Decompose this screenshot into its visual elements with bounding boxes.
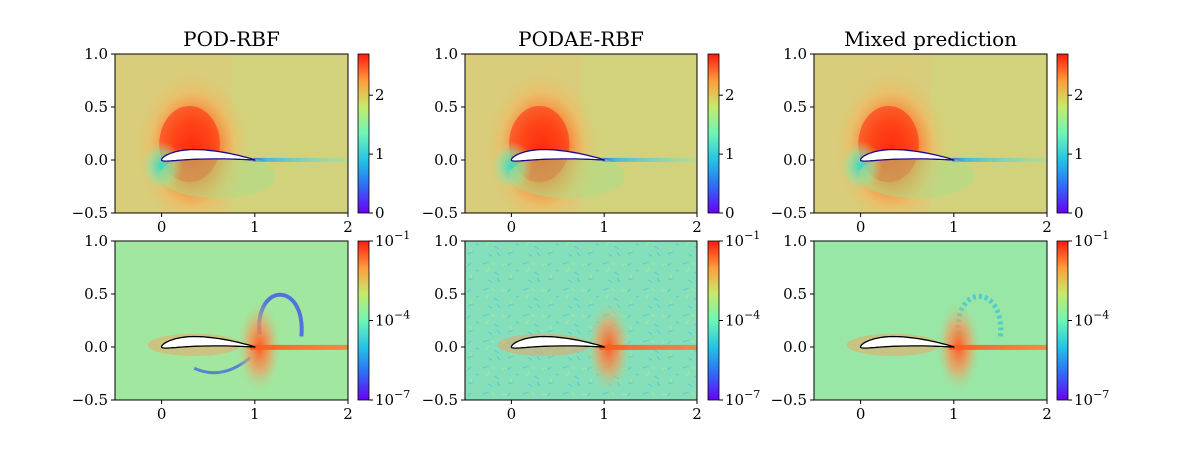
y-tick-label: −0.5 bbox=[72, 391, 108, 409]
x-tick-label: 0 bbox=[856, 218, 866, 236]
colorbar-tick-label: 0 bbox=[1074, 204, 1084, 222]
colorbar-tick-label: 1 bbox=[725, 145, 735, 163]
y-tick-label: 0.0 bbox=[84, 338, 108, 356]
x-tick-label: 0 bbox=[507, 218, 517, 236]
x-tick-label: 2 bbox=[343, 218, 353, 236]
colorbar bbox=[357, 240, 370, 401]
panel-title: Mixed prediction bbox=[844, 27, 1017, 51]
colorbar-tick-label: 10−7 bbox=[1074, 388, 1109, 409]
y-tick-label: 1.0 bbox=[84, 232, 108, 250]
axes-frame bbox=[114, 53, 349, 214]
panel-3: Mixed prediction 0 1 2 1.0 0.5 0.0 −0.5 0 1 2 bbox=[771, 27, 1084, 236]
y-tick-label: 0.0 bbox=[434, 338, 458, 356]
field-image bbox=[814, 54, 1047, 213]
x-tick-label: 0 bbox=[856, 405, 866, 423]
y-tick-label: 1.0 bbox=[783, 232, 807, 250]
colorbar bbox=[1056, 53, 1069, 214]
x-tick-label: 2 bbox=[343, 405, 353, 423]
colorbar-tick-label: 2 bbox=[375, 86, 385, 104]
axes-frame bbox=[114, 240, 349, 401]
x-tick-label: 1 bbox=[949, 405, 959, 423]
airfoil-shape bbox=[510, 335, 605, 349]
axes-frame bbox=[813, 53, 1048, 214]
colorbar-tick-label: 10−4 bbox=[725, 309, 760, 330]
panel-6: 0 1 2 1.0 0.5 0.0 −0.5 10−1 10−4 10−7 bbox=[771, 229, 1110, 423]
x-tick-label: 2 bbox=[692, 405, 702, 423]
y-tick-label: 1.0 bbox=[783, 45, 807, 63]
x-tick-label: 1 bbox=[599, 218, 609, 236]
colorbar-tick-label: 1 bbox=[1074, 145, 1084, 163]
x-tick-label: 0 bbox=[507, 405, 517, 423]
x-tick-label: 0 bbox=[157, 218, 167, 236]
x-tick-label: 2 bbox=[1042, 218, 1052, 236]
colorbar-tick-label: 2 bbox=[1074, 86, 1084, 104]
x-tick-label: 1 bbox=[250, 405, 260, 423]
colorbar-tick-label: 10−1 bbox=[725, 229, 760, 250]
panel-1: POD-RBF 0 1 2 1.0 0.5 0.0 −0.5 0 1 2 bbox=[72, 27, 385, 236]
colorbar-tick-label: 10−1 bbox=[1074, 229, 1109, 250]
y-tick-label: −0.5 bbox=[72, 204, 108, 222]
y-tick-label: −0.5 bbox=[422, 204, 458, 222]
colorbar bbox=[1056, 240, 1069, 401]
airfoil-shape bbox=[859, 335, 955, 349]
panel-title: PODAE-RBF bbox=[518, 27, 644, 51]
x-tick-label: 1 bbox=[599, 405, 609, 423]
colorbar-tick-label: 10−4 bbox=[375, 309, 410, 330]
y-tick-label: 1.0 bbox=[434, 232, 458, 250]
x-tick-label: 1 bbox=[949, 218, 959, 236]
field-image bbox=[814, 241, 1047, 400]
y-tick-label: −0.5 bbox=[422, 391, 458, 409]
axes-frame bbox=[813, 240, 1048, 401]
axes-frame bbox=[464, 53, 698, 214]
airfoil-shape bbox=[510, 148, 605, 162]
y-tick-label: −0.5 bbox=[771, 391, 807, 409]
x-tick-label: 0 bbox=[157, 405, 167, 423]
y-tick-label: 0.5 bbox=[84, 98, 108, 116]
colorbar-tick-label: 0 bbox=[725, 204, 735, 222]
airfoil-shape bbox=[160, 148, 256, 162]
y-tick-label: 0.5 bbox=[434, 285, 458, 303]
airfoil-shape bbox=[160, 335, 256, 349]
panel-2: PODAE-RBF 0 1 2 1.0 0.5 0.0 −0.5 0 1 2 bbox=[422, 27, 735, 236]
y-tick-label: 1.0 bbox=[434, 45, 458, 63]
colorbar-tick-label: 10−4 bbox=[1074, 309, 1109, 330]
colorbar-tick-label: 2 bbox=[725, 86, 735, 104]
panel-title: POD-RBF bbox=[183, 27, 280, 51]
y-tick-label: 0.5 bbox=[783, 98, 807, 116]
y-tick-label: 0.5 bbox=[434, 98, 458, 116]
colorbar-tick-label: 10−1 bbox=[375, 229, 410, 250]
y-tick-label: 0.0 bbox=[783, 338, 807, 356]
colorbar-tick-label: 10−7 bbox=[375, 388, 410, 409]
x-tick-label: 2 bbox=[692, 218, 702, 236]
y-tick-label: 0.5 bbox=[84, 285, 108, 303]
y-tick-label: −0.5 bbox=[771, 204, 807, 222]
panel-4: 0 1 2 1.0 0.5 0.0 −0.5 10−1 10−4 10−7 bbox=[72, 229, 411, 423]
y-tick-label: 1.0 bbox=[84, 45, 108, 63]
panel-5: 0 1 2 1.0 0.5 0.0 −0.5 10−1 10−4 10−7 bbox=[422, 229, 761, 423]
colorbar bbox=[707, 53, 720, 214]
x-tick-label: 1 bbox=[250, 218, 260, 236]
y-tick-label: 0.0 bbox=[783, 151, 807, 169]
y-tick-label: 0.0 bbox=[434, 151, 458, 169]
axes-frame bbox=[464, 240, 698, 401]
y-tick-label: 0.5 bbox=[783, 285, 807, 303]
x-tick-label: 2 bbox=[1042, 405, 1052, 423]
colorbar-tick-label: 10−7 bbox=[725, 388, 760, 409]
colorbar-tick-label: 1 bbox=[375, 145, 385, 163]
y-tick-label: 0.0 bbox=[84, 151, 108, 169]
airfoil-shape bbox=[859, 148, 955, 162]
field-image bbox=[115, 54, 348, 213]
field-image bbox=[465, 54, 697, 213]
colorbar bbox=[707, 240, 720, 401]
field-image bbox=[115, 241, 348, 400]
colorbar bbox=[357, 53, 370, 214]
colorbar-tick-label: 0 bbox=[375, 204, 385, 222]
field-image bbox=[465, 241, 697, 400]
